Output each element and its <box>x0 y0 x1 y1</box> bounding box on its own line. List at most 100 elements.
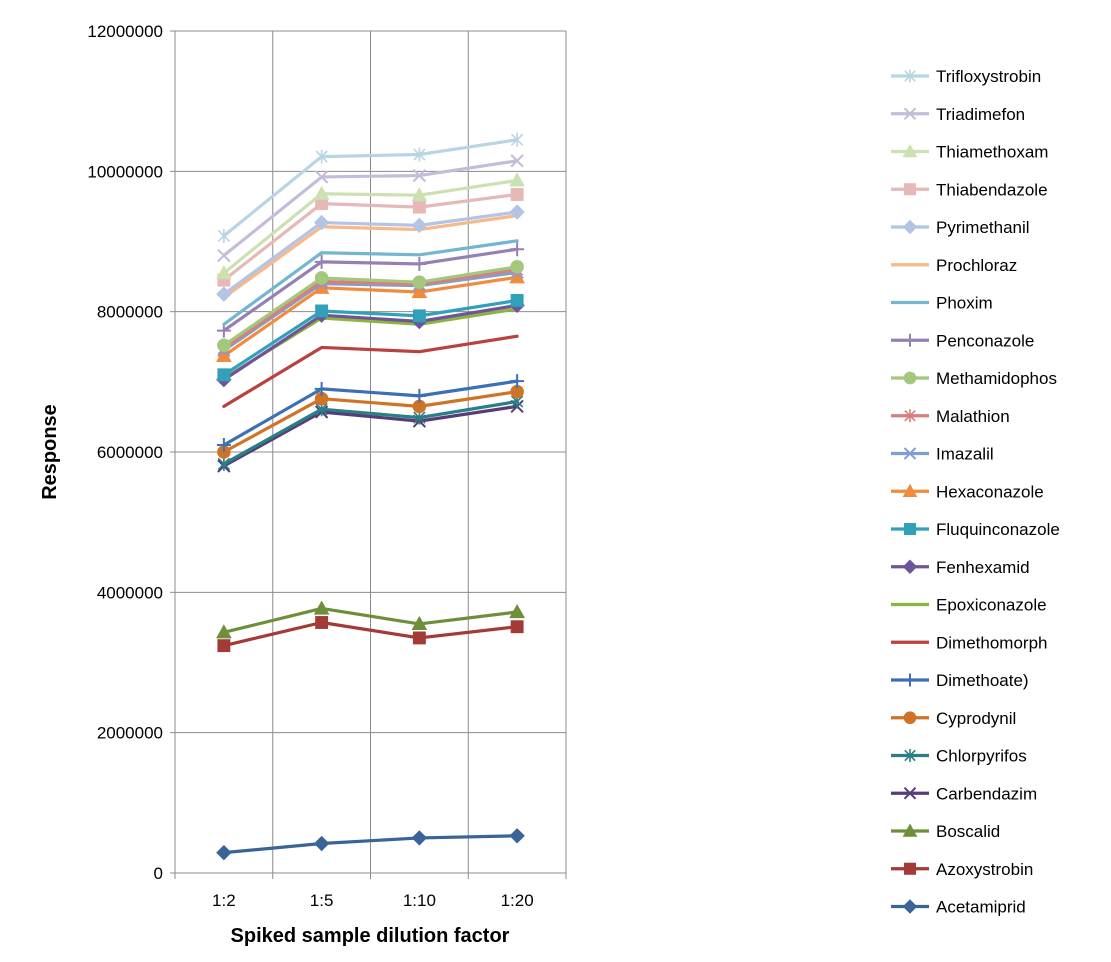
x-tick-label: 1:2 <box>212 891 236 910</box>
data-point <box>412 631 426 645</box>
data-point <box>313 214 330 231</box>
legend-label: Trifloxystrobin <box>936 67 1041 86</box>
data-point <box>412 200 426 214</box>
data-point <box>216 286 232 302</box>
series-line <box>222 247 519 333</box>
legend-item: Epoxiconazole <box>891 596 1047 615</box>
series-pyrimethanil <box>216 204 525 302</box>
legend-label: Chlorpyrifos <box>936 747 1027 766</box>
data-point <box>313 600 330 615</box>
legend-item: Fluquinconazole <box>891 520 1060 539</box>
legend-item: Penconazole <box>891 331 1034 350</box>
legend-label: Pyrimethanil <box>936 218 1030 237</box>
data-point <box>216 265 232 280</box>
series-line <box>222 267 519 350</box>
legend-label: Penconazole <box>936 331 1034 350</box>
data-point <box>510 242 525 257</box>
series-line <box>222 834 519 855</box>
legend-item: Thiamethoxam <box>891 143 1048 162</box>
series-line <box>222 239 519 326</box>
legend-item: Methamidophos <box>891 369 1057 388</box>
data-point <box>315 304 329 318</box>
legend-label: Thiabendazole <box>936 180 1048 199</box>
data-point <box>413 147 426 162</box>
legend-item: Pyrimethanil <box>891 218 1030 237</box>
series-line <box>222 404 519 468</box>
legend-marker <box>902 823 918 837</box>
legend-label: Fenhexamid <box>936 558 1030 577</box>
legend-marker <box>903 333 917 347</box>
x-axis-title: Spiked sample dilution factor <box>231 925 510 947</box>
series-methamidophos <box>217 259 524 353</box>
legend-label: Phoxim <box>936 294 993 313</box>
legend-item: Triadimefon <box>891 105 1025 124</box>
legend-label: Carbendazim <box>936 784 1037 803</box>
y-tick-label: 8000000 <box>97 303 163 322</box>
legend-label: Triadimefon <box>936 105 1025 124</box>
data-point <box>411 187 428 202</box>
series-thiamethoxam <box>216 172 525 280</box>
data-point <box>510 259 524 274</box>
y-tick-label: 4000000 <box>97 583 163 602</box>
series-line <box>222 265 519 347</box>
y-tick-label: 6000000 <box>97 443 163 462</box>
legend-label: Malathion <box>936 407 1010 426</box>
legend-item: Chlorpyrifos <box>891 747 1027 766</box>
series-acetamiprid <box>216 828 525 861</box>
data-point <box>315 149 328 164</box>
legend-item: Phoxim <box>891 294 993 313</box>
series-phoxim <box>222 239 519 326</box>
data-point <box>412 275 427 289</box>
x-tick-label: 1:10 <box>403 891 436 910</box>
legend-item: Hexaconazole <box>891 482 1044 501</box>
legend-marker <box>903 711 917 725</box>
legend-marker <box>902 219 918 235</box>
legend-label: Fluquinconazole <box>936 520 1060 539</box>
legend-marker <box>903 862 917 875</box>
legend-marker <box>903 673 917 687</box>
data-point <box>510 154 524 168</box>
series-line <box>222 270 519 352</box>
series-line <box>222 334 519 408</box>
plot-area <box>216 132 525 861</box>
legend-item: Dimethomorph <box>891 633 1048 652</box>
x-tick-label: 1:5 <box>310 891 334 910</box>
legend: Trifloxystrobin Triadimefon Thiamethoxam Th… <box>891 67 1060 917</box>
axes: 0 2000000 4000000 6000000 8000000 10000000 120… <box>87 22 567 910</box>
series-line <box>222 390 519 454</box>
data-point <box>412 388 427 403</box>
data-point <box>411 615 428 631</box>
data-point <box>412 309 426 323</box>
legend-item: Boscalid <box>891 822 1000 841</box>
legend-label: Acetamiprid <box>936 898 1026 917</box>
legend-label: Thiamethoxam <box>936 143 1048 162</box>
legend-item: Thiabendazole <box>891 180 1048 199</box>
series-dimethomorph <box>222 334 519 408</box>
legend-label: Boscalid <box>936 822 1000 841</box>
series-line <box>222 210 519 296</box>
data-point <box>509 828 525 844</box>
data-point <box>314 254 329 269</box>
data-point <box>217 456 231 471</box>
series-prochloraz <box>222 213 519 300</box>
data-point <box>217 338 231 353</box>
legend-marker <box>902 899 918 914</box>
legend-item: Imazalil <box>891 445 994 464</box>
data-point <box>313 185 330 200</box>
legend-label: Hexaconazole <box>936 482 1044 501</box>
data-point <box>315 616 329 629</box>
series-line <box>222 379 519 447</box>
data-point <box>216 624 232 639</box>
y-axis-title: Response <box>39 404 61 500</box>
data-point <box>216 323 231 338</box>
legend-item: Acetamiprid <box>891 898 1026 917</box>
legend-label: Dimethomorph <box>936 633 1048 652</box>
series-fluquinconazole <box>217 293 524 382</box>
legend-item: Malathion <box>891 407 1010 426</box>
series-boscalid <box>216 600 525 639</box>
series-line <box>222 275 519 358</box>
legend-marker <box>903 522 917 536</box>
data-point <box>217 639 231 653</box>
legend-marker <box>903 787 917 800</box>
legend-label: Methamidophos <box>936 369 1057 388</box>
